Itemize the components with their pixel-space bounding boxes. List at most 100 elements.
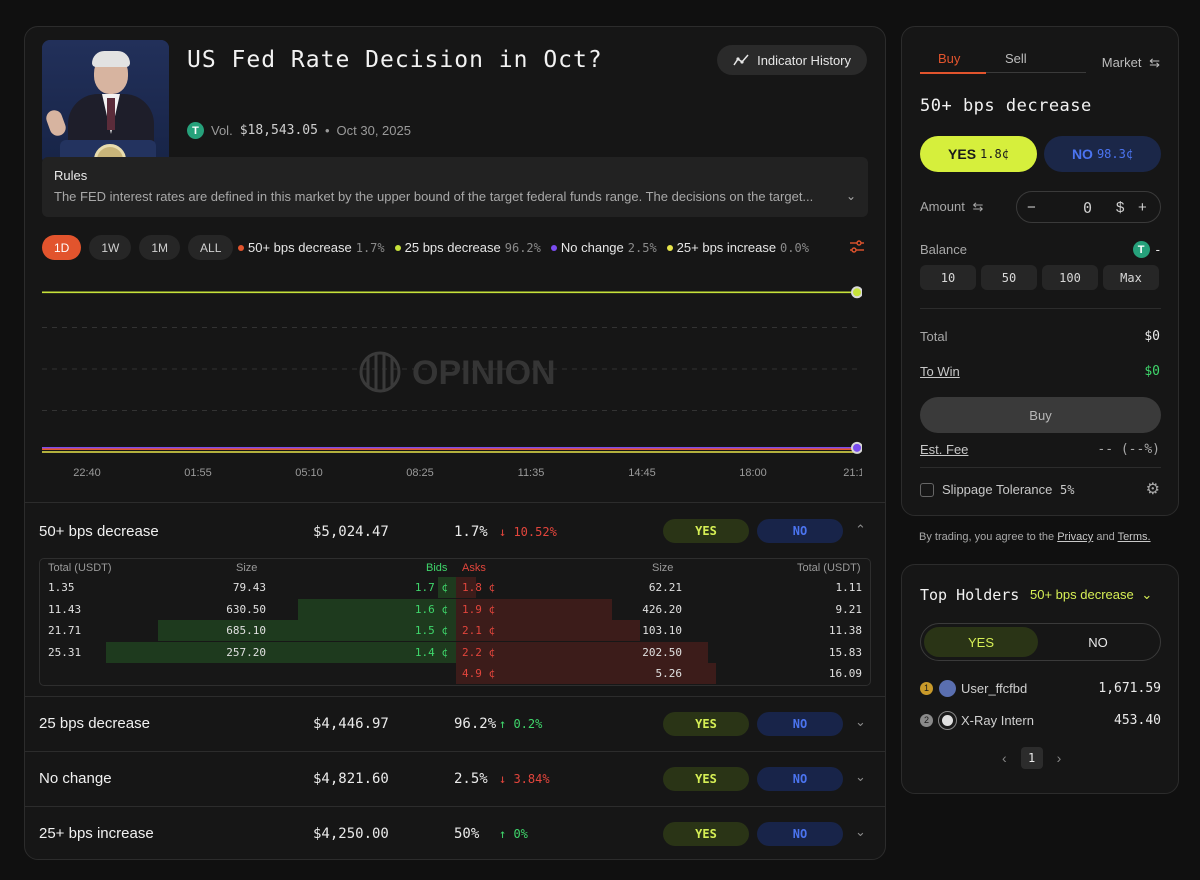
legend-item: 25 bps decrease 96.2% [394, 240, 541, 255]
outcome-volume: $4,250.00 [313, 826, 389, 842]
no-button[interactable]: NO [757, 712, 843, 736]
ask-depth-bar [456, 620, 640, 641]
holders-yes-tab[interactable]: YES [924, 627, 1038, 657]
chevron-down-icon[interactable]: ⌄ [855, 714, 866, 729]
yes-button[interactable]: YES [663, 519, 749, 543]
plus-icon[interactable]: + [1138, 199, 1147, 216]
yes-outcome-button[interactable]: YES 1.8¢ [920, 136, 1037, 172]
order-book-row[interactable]: 11.43 630.50 1.6 ¢ 1.9 ¢ 426.20 9.21 [40, 598, 870, 620]
ask-size: 103.10 [642, 624, 682, 637]
x-tick-label: 22:40 [73, 467, 101, 479]
series-endpoint [851, 441, 862, 454]
swap-icon[interactable]: ⇆ [972, 199, 984, 214]
minus-icon[interactable]: − [1027, 199, 1036, 216]
yes-button[interactable]: YES [663, 767, 749, 791]
rules-box[interactable]: Rules The FED interest rates are defined… [42, 157, 868, 217]
avatar [938, 710, 957, 730]
range-1m[interactable]: 1M [139, 235, 181, 260]
no-button[interactable]: NO [757, 822, 843, 846]
trade-tabs: Buy Sell [920, 51, 1086, 74]
indicator-history-button[interactable]: Indicator History [717, 45, 867, 75]
quick-amount-100[interactable]: 100 [1042, 265, 1098, 290]
order-type-select[interactable]: Market ⇆ [1102, 55, 1160, 71]
total-value: $0 [1144, 329, 1160, 344]
gear-icon[interactable]: ⚙ [1145, 481, 1160, 498]
no-button[interactable]: NO [757, 519, 843, 543]
holder-value: 453.40 [1114, 712, 1161, 728]
outcome-row[interactable]: 50+ bps decrease $5,024.47 1.7% ↓ 10.52%… [25, 502, 885, 696]
quick-amount-10[interactable]: 10 [920, 265, 976, 290]
outcome-row[interactable]: No change $4,821.60 2.5% ↓ 3.84% YES NO … [25, 751, 885, 806]
yes-button[interactable]: YES [663, 712, 749, 736]
range-all[interactable]: ALL [188, 235, 234, 260]
ask-total: 1.11 [835, 581, 863, 594]
outcome-row[interactable]: 25+ bps increase $4,250.00 50% ↑ 0% YES … [25, 806, 885, 859]
outcome-dropdown[interactable]: 50+ bps decrease ⌄ [1030, 587, 1152, 603]
terms-notice: By trading, you agree to the Privacy and… [919, 531, 1151, 543]
bid-total: 1.35 [48, 581, 75, 594]
bid-total: 11.43 [48, 602, 82, 616]
outcome-probability: 1.7% [454, 524, 488, 540]
outcome-volume: $4,821.60 [313, 771, 389, 787]
holder-row[interactable]: 1 User_ffcfbd 1,671.59 [920, 677, 1161, 699]
order-book: Total (USDT) Size Bids Asks Size Total (… [39, 558, 871, 686]
amount-label-text: Amount [920, 199, 965, 214]
indicator-history-label: Indicator History [757, 52, 851, 68]
vol-value: $18,543.05 [239, 123, 318, 138]
ask-size: 5.26 [655, 667, 683, 680]
pagination: ‹ 1 › [1002, 747, 1061, 769]
ask-depth-bar [456, 663, 716, 684]
vol-label: Vol. [211, 123, 233, 138]
settings-sliders-icon[interactable] [849, 240, 865, 257]
order-book-row[interactable]: 25.31 257.20 1.4 ¢ 2.2 ¢ 202.50 15.83 [40, 641, 870, 663]
legend-dot [550, 244, 557, 251]
ask-depth-bar [456, 641, 708, 663]
amount-value[interactable]: 0 [1083, 199, 1093, 217]
chevron-up-icon[interactable]: ⌃ [855, 522, 866, 537]
amount-input[interactable]: − 0 $ + [1016, 191, 1161, 223]
legend-item: No change 2.5% [550, 240, 657, 255]
rules-label: Rules [54, 168, 88, 183]
chevron-down-icon[interactable]: ⌄ [855, 769, 866, 784]
chevron-down-icon[interactable]: ⌄ [845, 189, 856, 203]
chevron-down-icon[interactable]: ⌄ [855, 824, 866, 839]
tab-sell[interactable]: Sell [1005, 51, 1027, 66]
divider [920, 467, 1161, 468]
est-fee-label[interactable]: Est. Fee [920, 442, 969, 457]
est-fee-value: -- (--%) [1097, 442, 1160, 457]
range-1d[interactable]: 1D [42, 235, 82, 260]
order-book-row[interactable]: 1.35 79.43 1.7 ¢ 1.8 ¢ 62.21 1.11 [40, 577, 870, 598]
slippage-checkbox[interactable] [920, 483, 934, 497]
balance-display: T - [1132, 241, 1160, 258]
terms-link[interactable]: Terms. [1117, 531, 1151, 543]
legend-pct: 0.0% [780, 240, 809, 255]
holders-no-tab[interactable]: NO [1088, 634, 1108, 650]
chevron-right-icon[interactable]: › [1056, 750, 1062, 766]
privacy-link[interactable]: Privacy [1057, 531, 1094, 543]
tab-buy[interactable]: Buy [938, 51, 961, 66]
top-holders-title: Top Holders [920, 586, 1020, 604]
quick-amount-50[interactable]: 50 [981, 265, 1037, 290]
buy-button[interactable]: Buy [920, 397, 1161, 433]
no-outcome-button[interactable]: NO 98.3¢ [1044, 136, 1161, 172]
holder-row[interactable]: 2 X-Ray Intern 453.40 [920, 709, 1161, 731]
outcome-probability: 96.2% [454, 716, 497, 732]
page-number[interactable]: 1 [1020, 747, 1043, 769]
yes-button[interactable]: YES [663, 822, 749, 846]
time-range-selector: 1D 1W 1M ALL [42, 235, 234, 260]
order-book-row[interactable]: 21.71 685.10 1.5 ¢ 2.1 ¢ 103.10 11.38 [40, 620, 870, 641]
bid-total: 25.31 [48, 645, 82, 659]
range-1w[interactable]: 1W [89, 235, 132, 260]
ob-header-asks: Asks [462, 562, 486, 574]
x-tick-label: 01:55 [184, 467, 212, 479]
avatar [939, 679, 956, 697]
outcome-row[interactable]: 25 bps decrease $4,446.97 96.2% ↑ 0.2% Y… [25, 696, 885, 751]
chevron-left-icon[interactable]: ‹ [1002, 750, 1007, 766]
to-win-label[interactable]: To Win [920, 364, 960, 379]
bid-size: 685.10 [226, 624, 266, 637]
quick-amount-max[interactable]: Max [1103, 265, 1159, 290]
order-book-row[interactable]: 4.9 ¢ 5.26 16.09 [40, 663, 870, 684]
end-date: Oct 30, 2025 [336, 123, 411, 138]
no-button[interactable]: NO [757, 767, 843, 791]
outcome-change: ↓ 10.52% [499, 525, 557, 539]
